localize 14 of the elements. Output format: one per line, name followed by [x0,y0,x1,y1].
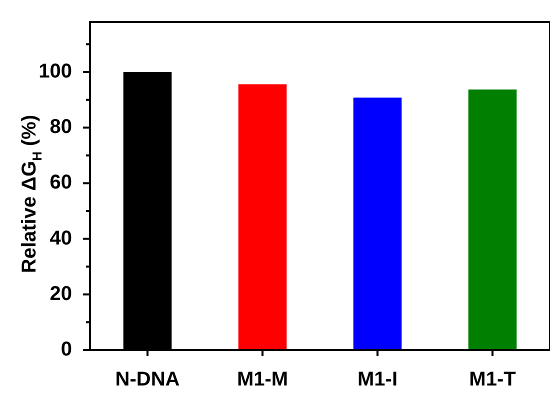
bar [353,98,402,350]
x-tick-label: M1-M [236,368,288,391]
y-tick-label: 0 [60,338,72,361]
y-tick-label: 40 [50,227,72,250]
y-tick-label: 60 [50,172,72,194]
x-tick-label: N-DNA [115,368,180,391]
x-tick-label: M1-I [358,368,398,391]
y-axis-title: Relative ΔGH (%) [18,114,45,274]
bar [238,84,287,350]
x-tick-label: M1-T [469,368,516,391]
y-tick-label: 80 [50,116,72,138]
bar [468,90,517,350]
y-tick-label: 100 [38,60,72,83]
y-tick-label: 20 [50,282,72,305]
